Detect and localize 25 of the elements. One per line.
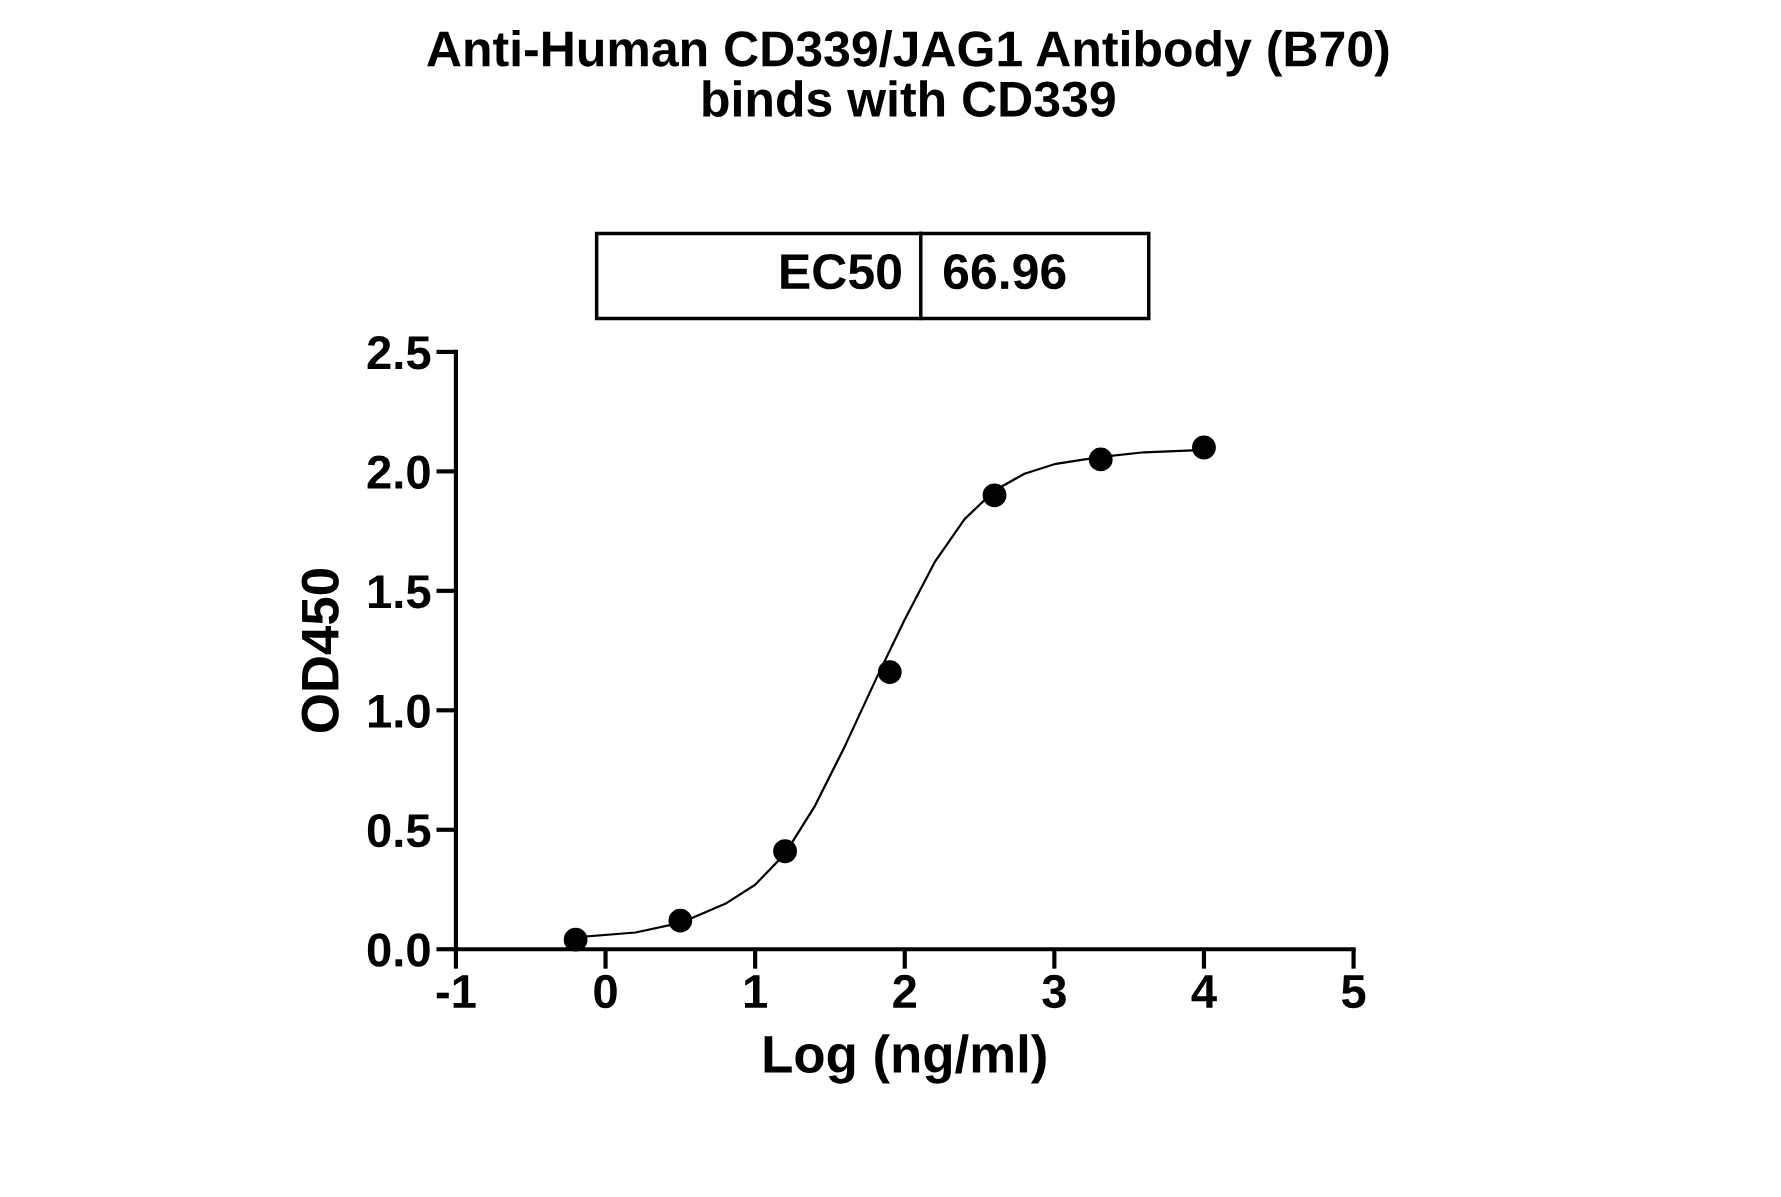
chart-title: Anti-Human CD339/JAG1 Antibody (B70) binds with CD339	[427, 29, 1389, 117]
x-tick-label: -1	[436, 975, 476, 1008]
point	[877, 660, 902, 684]
x-tick-label: 2	[893, 974, 916, 1008]
text: EC50	[781, 253, 901, 290]
x-tick-label: 4	[1191, 975, 1217, 1008]
x-tick-label: 0	[594, 974, 617, 1009]
point	[773, 839, 797, 864]
text: 66.96	[943, 253, 1066, 290]
x-tick-label: 3	[1042, 974, 1066, 1009]
y-axis-title: OD450	[301, 569, 339, 733]
x-tick-label: 5	[1341, 975, 1366, 1009]
point	[1088, 447, 1113, 472]
x-tick-label: 1	[744, 975, 767, 1008]
point	[982, 483, 1007, 508]
y-tick-label: 1.5	[368, 575, 431, 609]
y-tick-label: 2.5	[367, 336, 431, 370]
point	[668, 908, 693, 933]
y-tick-label: 0.5	[367, 813, 431, 848]
y-tick-label: 0.0	[367, 933, 430, 967]
y-tick-label: 2.0	[367, 455, 430, 489]
x-axis-title: Log (ng/ml)	[764, 1034, 1046, 1084]
y-tick-label: 1.0	[368, 694, 430, 728]
point	[563, 927, 588, 952]
point	[1192, 435, 1216, 460]
